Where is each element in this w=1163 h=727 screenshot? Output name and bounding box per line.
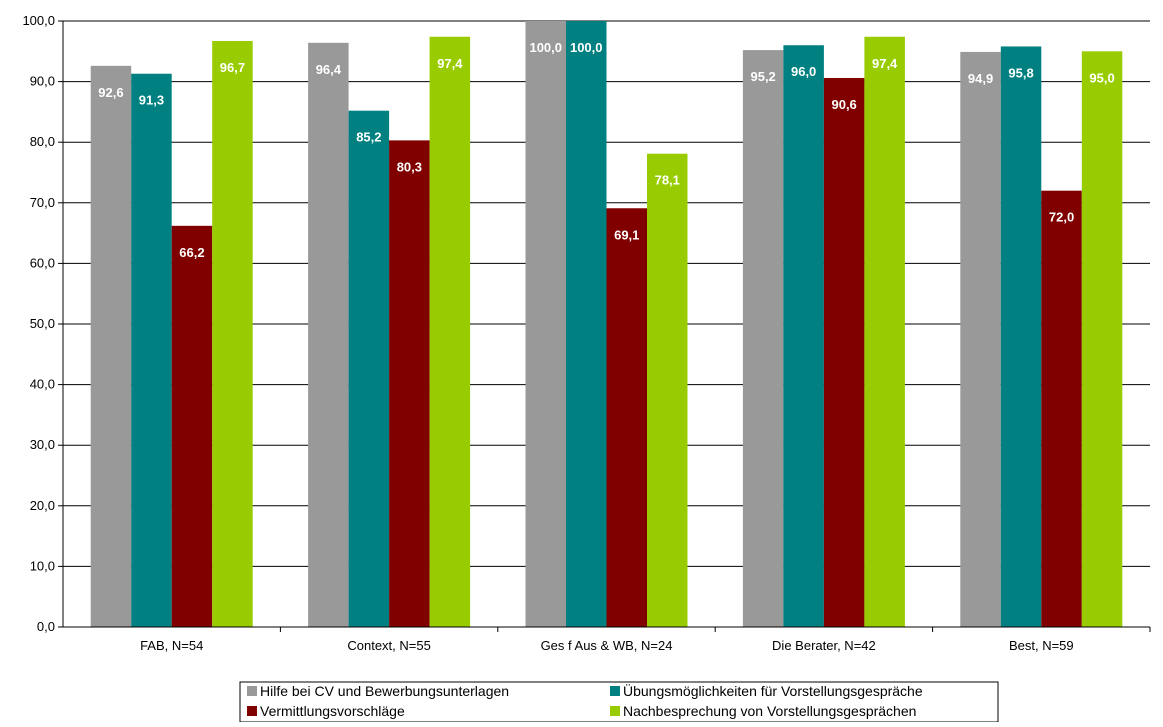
y-tick-label: 70,0 bbox=[30, 195, 55, 210]
y-tick-label: 10,0 bbox=[30, 558, 55, 573]
bars bbox=[90, 21, 1123, 628]
bar bbox=[647, 153, 688, 628]
legend-swatch bbox=[247, 686, 257, 696]
data-label: 95,2 bbox=[750, 69, 775, 84]
data-label: 100,0 bbox=[570, 40, 603, 55]
bar bbox=[864, 36, 905, 628]
y-tick-label: 30,0 bbox=[30, 437, 55, 452]
legend-label: Nachbesprechung von Vorstellungsgespräch… bbox=[623, 703, 916, 719]
legend-label: Vermittlungsvorschläge bbox=[260, 703, 405, 719]
y-tick-label: 0,0 bbox=[37, 619, 55, 634]
legend-swatch bbox=[610, 686, 620, 696]
legend-swatch bbox=[610, 706, 620, 716]
data-label: 92,6 bbox=[98, 85, 123, 100]
y-tick-label: 40,0 bbox=[30, 377, 55, 392]
bar bbox=[525, 21, 566, 627]
bar bbox=[606, 208, 647, 627]
bar bbox=[90, 65, 132, 628]
data-labels: 92,6 91,3 66,2 96,7 96,4 85,2 80,3 97,4 100,0 100… bbox=[98, 40, 1114, 260]
x-tick-label: Ges f Aus & WB, N=24 bbox=[541, 638, 673, 653]
bar bbox=[960, 51, 1001, 627]
data-label: 96,4 bbox=[316, 62, 342, 77]
x-tick-label: Context, N=55 bbox=[347, 638, 430, 653]
bar bbox=[308, 42, 349, 628]
legend-label: Hilfe bei CV und Bewerbungsunterlagen bbox=[260, 683, 509, 699]
bar bbox=[348, 110, 390, 628]
data-label: 100,0 bbox=[529, 40, 562, 55]
data-label: 72,0 bbox=[1049, 210, 1074, 225]
data-label: 96,7 bbox=[220, 60, 245, 75]
x-tick-label: FAB, N=54 bbox=[140, 638, 203, 653]
data-label: 97,4 bbox=[437, 56, 463, 71]
data-label: 97,4 bbox=[872, 56, 898, 71]
bar bbox=[389, 140, 430, 627]
bar bbox=[1000, 46, 1042, 627]
data-label: 91,3 bbox=[139, 93, 164, 108]
bar bbox=[823, 77, 865, 628]
legend: Hilfe bei CV und Bewerbungsunterlagen Übu… bbox=[239, 681, 999, 723]
y-tick-label: 100,0 bbox=[22, 13, 55, 28]
data-label: 96,0 bbox=[791, 64, 816, 79]
data-label: 90,6 bbox=[831, 97, 856, 112]
bar bbox=[171, 225, 213, 627]
data-label: 95,0 bbox=[1089, 70, 1114, 85]
bar bbox=[1081, 51, 1123, 628]
bar bbox=[566, 21, 607, 627]
legend-label: Übungsmöglichkeiten für Vorstellungsgesp… bbox=[623, 682, 923, 699]
bar bbox=[429, 36, 471, 628]
bar bbox=[1041, 190, 1082, 627]
axes: 0,0 10,0 20,0 30,0 40,0 50,0 60,0 70,0 80,0 90,0 1… bbox=[22, 13, 1151, 653]
legend-swatch bbox=[247, 706, 257, 716]
data-label: 69,1 bbox=[614, 227, 639, 242]
y-tick-label: 90,0 bbox=[30, 74, 55, 89]
x-tick-label: Die Berater, N=42 bbox=[772, 638, 876, 653]
x-tick-label: Best, N=59 bbox=[1009, 638, 1074, 653]
bar bbox=[131, 73, 172, 628]
data-label: 95,8 bbox=[1008, 65, 1033, 80]
data-label: 66,2 bbox=[179, 245, 204, 260]
data-label: 94,9 bbox=[968, 71, 993, 86]
bar bbox=[742, 50, 784, 627]
bar bbox=[212, 40, 253, 628]
data-label: 80,3 bbox=[397, 159, 422, 174]
y-tick-label: 50,0 bbox=[30, 316, 55, 331]
y-tick-label: 80,0 bbox=[30, 134, 55, 149]
y-tick-label: 60,0 bbox=[30, 255, 55, 270]
y-tick-label: 20,0 bbox=[30, 498, 55, 513]
data-label: 78,1 bbox=[655, 173, 680, 188]
bar bbox=[783, 45, 824, 628]
data-label: 85,2 bbox=[356, 130, 381, 145]
